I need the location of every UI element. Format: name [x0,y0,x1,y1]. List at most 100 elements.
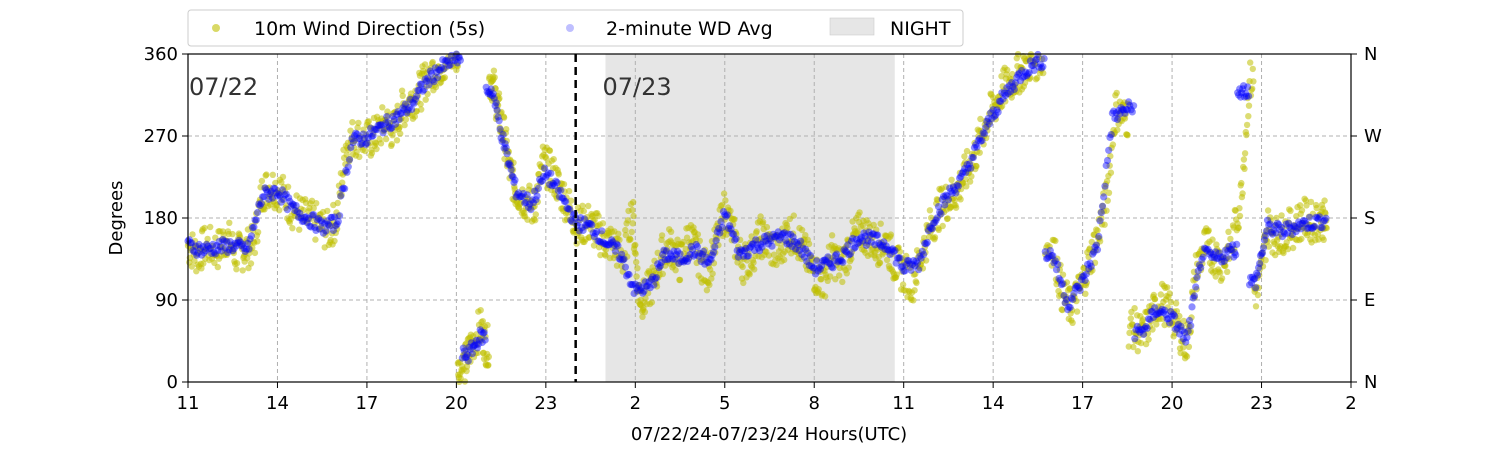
wd-avg-point [994,108,1002,116]
wd-avg-point [660,246,668,254]
wd-avg-point [455,53,463,62]
wd-avg-point [859,237,867,245]
wd-avg-point [200,249,208,257]
wd-avg-point [584,219,592,227]
wind-5s-point [424,90,431,98]
wd-avg-point [483,87,491,96]
y-tick-label: 180 [144,208,178,229]
wd-avg-point [368,132,376,141]
wind-5s-point [1091,259,1099,266]
wd-avg-point [384,119,392,127]
wd-avg-point [1134,326,1143,334]
wd-avg-point [475,336,483,344]
wd-avg-point [712,237,720,245]
wind-5s-point [1130,343,1137,351]
wd-avg-point [1036,60,1044,68]
wd-avg-point [647,275,656,283]
wd-avg-point [942,191,950,199]
wd-avg-point [1188,303,1196,311]
x-tick-label: 23 [534,393,557,414]
wind-5s-point [1238,179,1245,187]
wd-avg-point [691,250,699,259]
wind-5s-point [821,293,829,300]
wd-avg-point [1296,220,1304,228]
wd-avg-point [1239,85,1247,93]
wd-avg-point [488,92,496,100]
wd-avg-point [987,109,995,117]
wd-avg-point [1003,84,1011,92]
wd-avg-point [364,134,372,142]
wind-5s-point [1135,332,1143,339]
wind-5s-point [830,254,837,261]
wd-avg-point [824,253,832,261]
wd-avg-point [227,241,236,249]
wd-avg-point [273,192,282,200]
wd-avg-point [464,357,472,365]
wd-avg-point [905,257,913,265]
wind-5s-point [616,236,623,244]
wd-avg-point [934,203,943,211]
wind-5s-point [1159,315,1166,322]
wd-avg-point [195,240,203,249]
wd-avg-point [903,256,912,264]
wind-5s-point [509,171,516,179]
wd-avg-point [1139,330,1148,338]
wd-avg-point [1074,282,1082,290]
wind-5s-point [739,263,746,271]
wind-5s-point [798,255,805,263]
wind-5s-point [191,237,199,245]
wd-avg-point [1144,315,1153,323]
wind-5s-point [919,265,927,272]
right-tick-label: N [1364,372,1377,393]
wind-5s-point [873,226,880,233]
wind-5s-point [648,299,656,306]
wd-avg-point [479,329,487,337]
wind-5s-point [1008,94,1015,101]
wind-5s-point [1239,190,1246,197]
wind-5s-point [1249,65,1257,73]
wind-5s-point [743,257,751,264]
wind-5s-point [356,133,364,140]
wd-avg-point [1172,325,1180,333]
wd-avg-point [594,237,602,245]
wd-avg-point [949,183,958,191]
wd-avg-point [665,255,673,263]
wd-avg-point [553,179,561,187]
wd-avg-point [1256,252,1265,260]
wd-avg-point [782,236,790,244]
wd-avg-point [901,267,909,275]
wd-avg-point [861,232,869,240]
wind-5s-point [843,243,850,250]
x-tick-label: 2 [1345,393,1356,414]
wind-5s-point [503,137,510,145]
wd-avg-point [1281,230,1289,238]
wd-avg-point [1189,294,1197,302]
wd-avg-point [705,259,713,267]
wind-5s-point [784,224,791,232]
wd-avg-point [344,163,352,171]
wind-5s-point [230,249,237,257]
wd-avg-point [277,198,285,206]
wd-avg-point [481,336,489,344]
wind-5s-point [996,93,1003,100]
wind-5s-point [333,225,341,233]
wd-avg-point [722,212,730,220]
wd-avg-point [948,189,956,197]
wd-avg-point [527,206,535,214]
wind-5s-point [672,267,679,274]
wd-avg-point [1287,224,1295,233]
wd-avg-point [954,182,963,190]
wd-avg-point [293,208,301,216]
wind-5s-point [1109,141,1117,148]
wd-avg-point [377,121,385,129]
wd-avg-point [547,169,555,177]
wd-avg-point [978,137,986,145]
wind-5s-point [912,270,919,278]
wind-5s-point [714,220,721,227]
wd-avg-point [1171,312,1179,320]
wd-avg-point [795,246,803,255]
wd-avg-point [245,245,253,253]
wd-avg-point [343,168,351,176]
wd-avg-point [380,125,388,133]
wd-avg-point [458,354,466,362]
